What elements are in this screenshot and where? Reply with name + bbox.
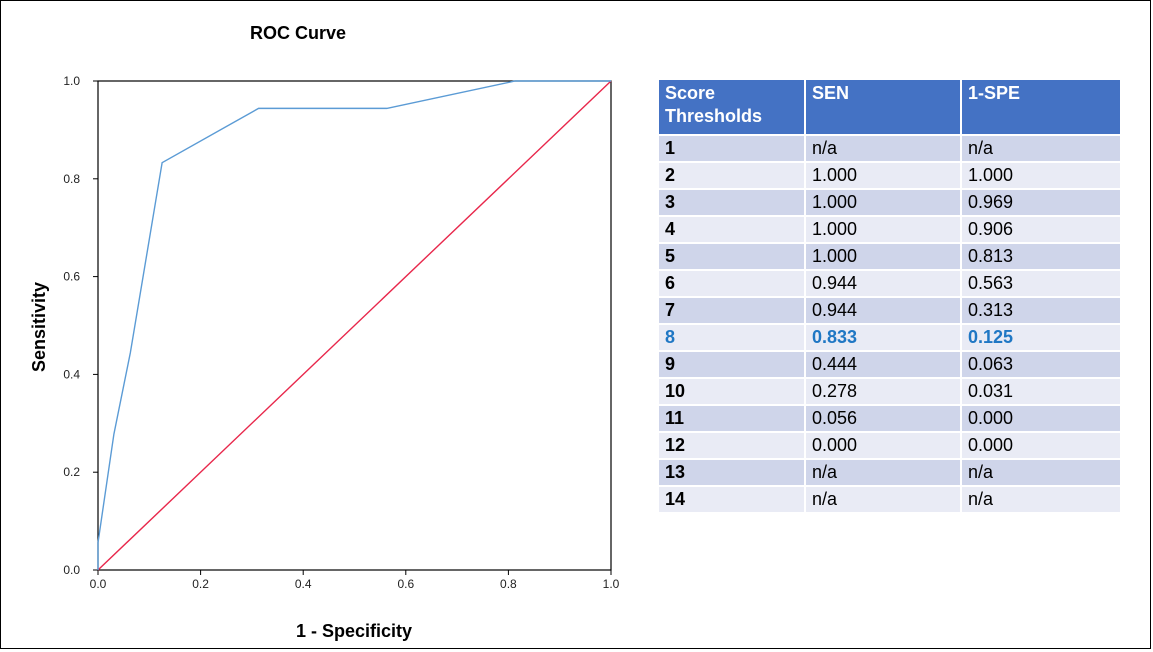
- cell-score: 8: [659, 325, 806, 352]
- x-tick-label: 0.8: [500, 577, 517, 591]
- header-score-thresholds: Score Thresholds: [659, 80, 806, 136]
- chart-title: ROC Curve: [250, 23, 346, 43]
- cell-score: 11: [659, 406, 806, 433]
- cell-1-spe: 0.000: [962, 406, 1120, 433]
- cell-score: 4: [659, 217, 806, 244]
- cell-score: 14: [659, 487, 806, 514]
- cell-score: 9: [659, 352, 806, 379]
- cell-sen: 0.944: [806, 271, 962, 298]
- table-row: 13 n/a n/a: [659, 460, 1120, 487]
- header-sen: SEN: [806, 80, 962, 136]
- cell-score: 10: [659, 379, 806, 406]
- axis-ticks: 0.0 0.2 0.4 0.6 0.8 1.0 0.0 0.2 0.4 0.6 0.8 1.0: [63, 74, 619, 591]
- cell-1-spe: 0.000: [962, 433, 1120, 460]
- x-tick-label: 0.4: [295, 577, 312, 591]
- table-row: 4 1.000 0.906: [659, 217, 1120, 244]
- y-tick-label: 0.6: [63, 270, 80, 284]
- x-tick-label: 0.2: [192, 577, 209, 591]
- cell-sen: n/a: [806, 487, 962, 514]
- table-row: 10 0.278 0.031: [659, 379, 1120, 406]
- plot-lines: [97, 80, 612, 571]
- cell-1-spe: 0.969: [962, 190, 1120, 217]
- y-tick-label: 0.0: [63, 563, 80, 577]
- y-tick-label: 0.4: [63, 367, 80, 381]
- cell-1-spe: n/a: [962, 136, 1120, 163]
- cell-sen: 1.000: [806, 163, 962, 190]
- header-1-spe: 1-SPE: [962, 80, 1120, 136]
- cell-score: 3: [659, 190, 806, 217]
- x-tick-label: 1.0: [603, 577, 620, 591]
- table-row: 9 0.444 0.063: [659, 352, 1120, 379]
- table-row: 7 0.944 0.313: [659, 298, 1120, 325]
- cell-sen: 1.000: [806, 217, 962, 244]
- reference-line: [97, 80, 612, 571]
- cell-score: 2: [659, 163, 806, 190]
- cell-score: 7: [659, 298, 806, 325]
- cell-score: 1: [659, 136, 806, 163]
- y-tick-label: 0.8: [63, 172, 80, 186]
- cell-1-spe: 1.000: [962, 163, 1120, 190]
- cell-sen: 1.000: [806, 244, 962, 271]
- cell-sen: 0.278: [806, 379, 962, 406]
- cell-1-spe: 0.125: [962, 325, 1120, 352]
- cell-sen: 0.833: [806, 325, 962, 352]
- table-row: 5 1.000 0.813: [659, 244, 1120, 271]
- cell-score: 6: [659, 271, 806, 298]
- cell-sen: 0.444: [806, 352, 962, 379]
- table-row: 2 1.000 1.000: [659, 163, 1120, 190]
- cell-1-spe: 0.813: [962, 244, 1120, 271]
- cell-sen: 0.944: [806, 298, 962, 325]
- cell-sen: n/a: [806, 136, 962, 163]
- score-threshold-table: Score Thresholds SEN 1-SPE 1 n/a n/a 2 1.000…: [659, 80, 1120, 514]
- cell-score: 12: [659, 433, 806, 460]
- table-row: 1 n/a n/a: [659, 136, 1120, 163]
- roc-curve-line: [97, 80, 611, 570]
- table-row: 12 0.000 0.000: [659, 433, 1120, 460]
- table-header-row: Score Thresholds SEN 1-SPE: [659, 80, 1120, 136]
- cell-sen: 0.000: [806, 433, 962, 460]
- x-tick-label: 0.6: [397, 577, 414, 591]
- cell-sen: n/a: [806, 460, 962, 487]
- cell-sen: 1.000: [806, 190, 962, 217]
- cell-1-spe: n/a: [962, 460, 1120, 487]
- x-tick-label: 0.0: [90, 577, 107, 591]
- cell-sen: 0.056: [806, 406, 962, 433]
- table-row: 6 0.944 0.563: [659, 271, 1120, 298]
- y-tick-label: 0.2: [63, 465, 80, 479]
- cell-score: 13: [659, 460, 806, 487]
- cell-1-spe: 0.563: [962, 271, 1120, 298]
- table-row: 14 n/a n/a: [659, 487, 1120, 514]
- cell-1-spe: 0.906: [962, 217, 1120, 244]
- cell-score: 5: [659, 244, 806, 271]
- table-row: 3 1.000 0.969: [659, 190, 1120, 217]
- table-row: 11 0.056 0.000: [659, 406, 1120, 433]
- x-axis-title: 1 - Specificity: [296, 621, 412, 641]
- cell-1-spe: 0.031: [962, 379, 1120, 406]
- cell-1-spe: n/a: [962, 487, 1120, 514]
- y-axis-title: Sensitivity: [29, 282, 49, 372]
- table-row: 8 0.833 0.125: [659, 325, 1120, 352]
- cell-1-spe: 0.313: [962, 298, 1120, 325]
- roc-chart: ROC Curve 1 - Specificity Sensitivity 0.…: [29, 23, 620, 641]
- y-tick-label: 1.0: [63, 74, 80, 88]
- cell-1-spe: 0.063: [962, 352, 1120, 379]
